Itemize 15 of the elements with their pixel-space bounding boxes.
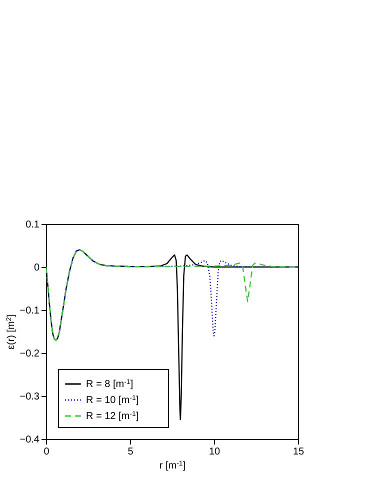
y-tick-label: −0.3 <box>20 392 40 402</box>
y-tick-label: −0.1 <box>20 306 40 316</box>
legend-label: R = 8 [m$^{-1}$] <box>86 378 134 390</box>
x-tick-label: 15 <box>292 446 304 458</box>
y-tick-label: −0.2 <box>20 348 40 360</box>
x-axis-title: r [m$^{-1}$] <box>159 460 186 472</box>
y-tick-label: 0 <box>34 262 40 274</box>
line-series <box>46 249 298 341</box>
y-tick-label: 0.1 <box>26 220 40 230</box>
legend-label: R = 12 [m$^{-1}$] <box>86 410 139 422</box>
legend-label: R = 10 [m$^{-1}$] <box>86 394 139 406</box>
y-tick-label: −0.4 <box>20 434 40 446</box>
x-tick-label: 0 <box>44 446 50 458</box>
x-tick-label: 5 <box>128 446 134 458</box>
x-tick-label: 10 <box>208 446 220 458</box>
